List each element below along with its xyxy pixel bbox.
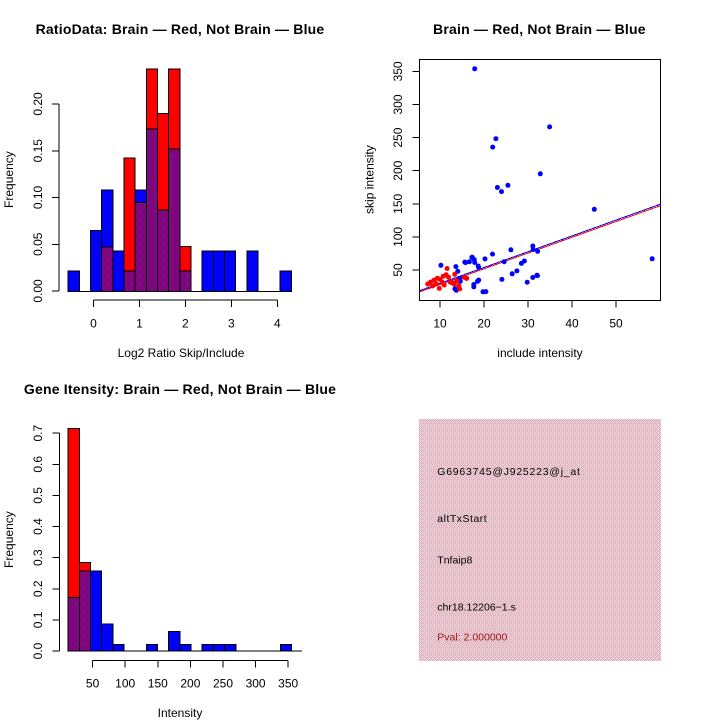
svg-text:20: 20 xyxy=(477,317,491,331)
svg-text:2: 2 xyxy=(182,317,189,331)
svg-text:0.10: 0.10 xyxy=(31,185,45,209)
svg-text:0.0: 0.0 xyxy=(31,642,45,659)
svg-text:0.20: 0.20 xyxy=(31,92,45,116)
svg-text:G6963745@J925223@j_at: G6963745@J925223@j_at xyxy=(437,466,580,478)
svg-text:50: 50 xyxy=(86,676,100,690)
svg-text:chr18.12206−1.s: chr18.12206−1.s xyxy=(437,601,516,613)
svg-text:Intensity: Intensity xyxy=(158,706,203,720)
svg-text:0.00: 0.00 xyxy=(31,279,45,303)
svg-text:Tnfaip8: Tnfaip8 xyxy=(437,554,472,566)
svg-text:150: 150 xyxy=(391,193,405,213)
svg-text:skip intensity: skip intensity xyxy=(363,145,377,214)
svg-text:100: 100 xyxy=(391,227,405,247)
svg-text:150: 150 xyxy=(148,676,168,690)
svg-text:40: 40 xyxy=(565,317,579,331)
svg-text:300: 300 xyxy=(246,676,266,690)
svg-text:Frequency: Frequency xyxy=(2,151,16,208)
svg-text:0: 0 xyxy=(90,317,97,331)
svg-text:0.5: 0.5 xyxy=(31,487,45,504)
svg-text:3: 3 xyxy=(228,317,235,331)
svg-text:altTxStart: altTxStart xyxy=(437,513,487,525)
svg-text:0.3: 0.3 xyxy=(31,549,45,566)
svg-text:0.1: 0.1 xyxy=(31,611,45,628)
svg-text:250: 250 xyxy=(213,676,233,690)
svg-text:30: 30 xyxy=(521,317,535,331)
svg-text:Gene Itensity: Brain — Red, No: Gene Itensity: Brain — Red, Not Brain — … xyxy=(24,381,336,397)
svg-text:Pval: 2.000000: Pval: 2.000000 xyxy=(437,631,507,643)
svg-text:0.2: 0.2 xyxy=(31,580,45,597)
svg-text:Frequency: Frequency xyxy=(2,511,16,568)
svg-text:250: 250 xyxy=(391,127,405,147)
svg-text:200: 200 xyxy=(391,160,405,180)
svg-text:0.05: 0.05 xyxy=(31,232,45,256)
svg-text:350: 350 xyxy=(278,676,298,690)
svg-text:0.4: 0.4 xyxy=(31,518,45,535)
svg-text:300: 300 xyxy=(391,94,405,114)
svg-text:50: 50 xyxy=(609,317,623,331)
svg-text:350: 350 xyxy=(391,61,405,81)
svg-text:0.15: 0.15 xyxy=(31,139,45,163)
svg-text:Log2 Ratio Skip/Include: Log2 Ratio Skip/Include xyxy=(118,346,245,360)
svg-text:RatioData: Brain — Red, Not Br: RatioData: Brain — Red, Not Brain — Blue xyxy=(36,21,325,37)
svg-text:include intensity: include intensity xyxy=(497,346,582,360)
svg-text:Brain — Red, Not Brain — Blue: Brain — Red, Not Brain — Blue xyxy=(433,21,646,37)
svg-text:200: 200 xyxy=(180,676,200,690)
svg-text:50: 50 xyxy=(391,263,405,277)
svg-text:0.6: 0.6 xyxy=(31,456,45,473)
svg-text:10: 10 xyxy=(433,317,447,331)
svg-text:1: 1 xyxy=(136,317,143,331)
svg-text:0.7: 0.7 xyxy=(31,425,45,442)
svg-text:100: 100 xyxy=(115,676,135,690)
svg-text:4: 4 xyxy=(274,317,281,331)
